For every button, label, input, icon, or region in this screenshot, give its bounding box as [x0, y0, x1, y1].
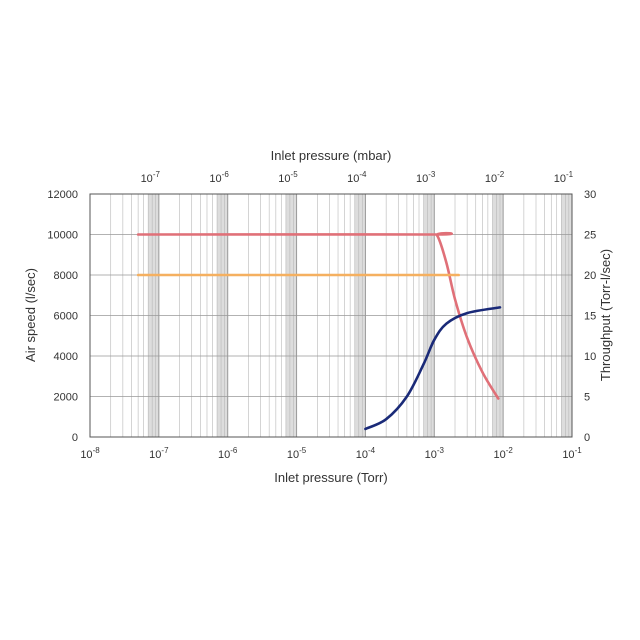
left-y-tick-labels: 0 2000 4000 6000 8000 10000 12000 [47, 189, 78, 444]
y2-tick-label: 15 [584, 311, 596, 323]
series-line-3 [364, 306, 502, 431]
y-tick-label: 4000 [54, 351, 78, 363]
x2-tick-label: 10-5 [278, 170, 298, 185]
y-tick-label: 8000 [54, 270, 78, 282]
x2-tick-label: 10-3 [416, 170, 436, 185]
x-tick-label: 10-2 [493, 446, 513, 461]
x2-tick-label: 10-7 [141, 170, 161, 185]
x-tick-label: 10-7 [149, 446, 169, 461]
x2-tick-label: 10-6 [209, 170, 229, 185]
right-y-tick-labels: 0 5 10 15 20 25 30 [584, 189, 596, 444]
y-axis-title: Air speed (l/sec) [23, 268, 38, 362]
y2-tick-label: 20 [584, 270, 596, 282]
x-tick-label: 10-1 [562, 446, 582, 461]
x-tick-label: 10-8 [80, 446, 100, 461]
x2-axis-title: Inlet pressure (mbar) [271, 148, 392, 163]
y-tick-label: 2000 [54, 392, 78, 404]
x2-tick-label: 10-4 [347, 170, 367, 185]
y-tick-label: 12000 [47, 189, 78, 201]
x-axis-title: Inlet pressure (Torr) [274, 470, 387, 485]
plot-frame [89, 193, 573, 438]
x-tick-label: 10-4 [356, 446, 376, 461]
x-tick-label: 10-5 [287, 446, 307, 461]
series-group [136, 231, 502, 431]
y-tick-label: 0 [72, 432, 78, 444]
top-x-tick-labels: 10-7 10-6 10-5 10-4 10-3 10-2 10-1 [141, 170, 574, 185]
x-tick-label: 10-6 [218, 446, 238, 461]
x2-tick-label: 10-1 [554, 170, 574, 185]
grid-lines [89, 194, 572, 437]
y2-axis-title: Throughput (Torr-l/sec) [598, 249, 613, 381]
y2-tick-label: 5 [584, 392, 590, 404]
y2-tick-label: 25 [584, 230, 596, 242]
bottom-x-tick-labels: 10-8 10-7 10-6 10-5 10-4 10-3 10-2 10-1 [80, 446, 582, 461]
y2-tick-label: 30 [584, 189, 596, 201]
y-tick-label: 6000 [54, 311, 78, 323]
y2-tick-label: 10 [584, 351, 596, 363]
series-line-1 [136, 231, 500, 400]
y-tick-label: 10000 [47, 230, 78, 242]
y2-tick-label: 0 [584, 432, 590, 444]
x-tick-label: 10-3 [425, 446, 445, 461]
x2-tick-label: 10-2 [485, 170, 505, 185]
